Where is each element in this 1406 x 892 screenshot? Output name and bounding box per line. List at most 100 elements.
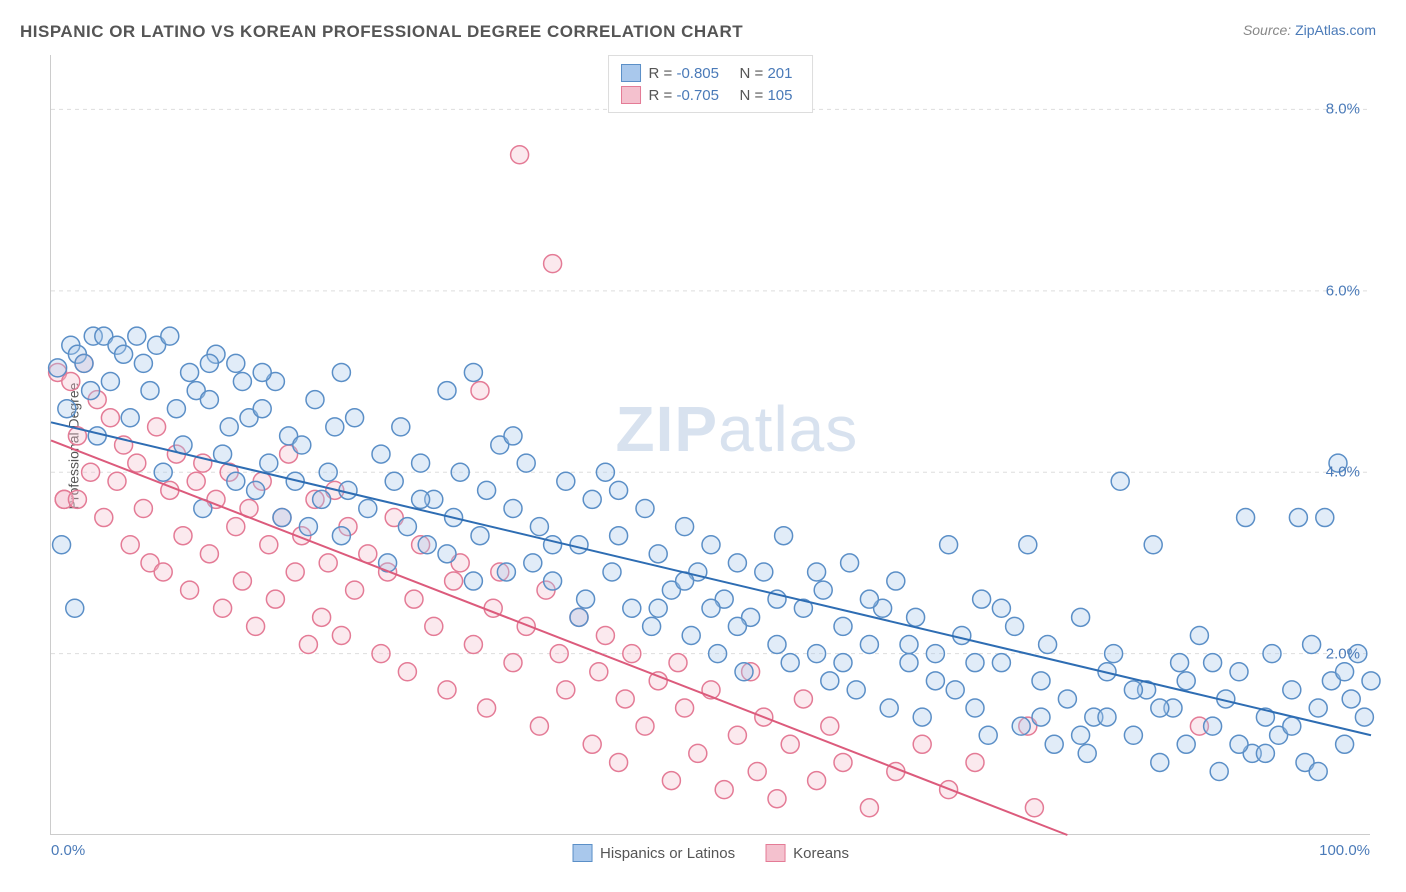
x-tick-label: 100.0% bbox=[1319, 842, 1370, 859]
data-point bbox=[1289, 509, 1307, 527]
data-point bbox=[115, 345, 133, 363]
data-point bbox=[260, 454, 278, 472]
legend-swatch bbox=[621, 64, 641, 82]
data-point bbox=[128, 327, 146, 345]
data-point bbox=[88, 427, 106, 445]
y-tick-label: 2.0% bbox=[1326, 645, 1360, 662]
data-point bbox=[332, 626, 350, 644]
data-point bbox=[636, 499, 654, 517]
data-point bbox=[66, 599, 84, 617]
data-point bbox=[530, 717, 548, 735]
data-point bbox=[1263, 645, 1281, 663]
y-tick-label: 8.0% bbox=[1326, 101, 1360, 118]
data-point bbox=[570, 536, 588, 554]
data-point bbox=[154, 563, 172, 581]
data-point bbox=[860, 799, 878, 817]
data-point bbox=[1177, 735, 1195, 753]
data-point bbox=[392, 418, 410, 436]
data-point bbox=[966, 654, 984, 672]
data-point bbox=[887, 572, 905, 590]
data-point bbox=[1204, 654, 1222, 672]
data-point bbox=[1124, 681, 1142, 699]
data-point bbox=[596, 626, 614, 644]
data-point bbox=[557, 472, 575, 490]
data-point bbox=[1151, 753, 1169, 771]
data-point bbox=[1362, 672, 1380, 690]
data-point bbox=[260, 536, 278, 554]
data-point bbox=[643, 617, 661, 635]
data-point bbox=[478, 481, 496, 499]
data-point bbox=[233, 572, 251, 590]
data-point bbox=[821, 717, 839, 735]
data-point bbox=[299, 518, 317, 536]
data-point bbox=[1072, 726, 1090, 744]
data-point bbox=[134, 354, 152, 372]
data-point bbox=[451, 463, 469, 481]
data-point bbox=[253, 400, 271, 418]
data-point bbox=[1151, 699, 1169, 717]
data-point bbox=[464, 636, 482, 654]
data-point bbox=[926, 645, 944, 663]
data-point bbox=[649, 545, 667, 563]
data-point bbox=[940, 536, 958, 554]
source-citation: Source: ZipAtlas.com bbox=[1243, 22, 1376, 38]
data-point bbox=[1230, 663, 1248, 681]
data-point bbox=[979, 726, 997, 744]
data-point bbox=[372, 645, 390, 663]
data-point bbox=[834, 753, 852, 771]
data-point bbox=[913, 708, 931, 726]
data-point bbox=[148, 418, 166, 436]
data-point bbox=[702, 599, 720, 617]
data-point bbox=[134, 499, 152, 517]
y-tick-label: 6.0% bbox=[1326, 282, 1360, 299]
data-point bbox=[808, 645, 826, 663]
data-point bbox=[478, 699, 496, 717]
data-point bbox=[636, 717, 654, 735]
data-point bbox=[398, 663, 416, 681]
data-point bbox=[755, 563, 773, 581]
data-point bbox=[834, 654, 852, 672]
data-point bbox=[649, 599, 667, 617]
data-point bbox=[1190, 626, 1208, 644]
data-point bbox=[682, 626, 700, 644]
data-point bbox=[735, 663, 753, 681]
data-point bbox=[372, 445, 390, 463]
data-point bbox=[464, 363, 482, 381]
data-point bbox=[557, 681, 575, 699]
data-point bbox=[748, 763, 766, 781]
data-point bbox=[577, 590, 595, 608]
data-point bbox=[313, 608, 331, 626]
x-tick-label: 0.0% bbox=[51, 842, 85, 859]
data-point bbox=[154, 463, 172, 481]
data-point bbox=[781, 735, 799, 753]
data-point bbox=[319, 463, 337, 481]
data-point bbox=[1025, 799, 1043, 817]
data-point bbox=[1105, 645, 1123, 663]
data-point bbox=[570, 608, 588, 626]
data-point bbox=[445, 572, 463, 590]
data-point bbox=[1032, 708, 1050, 726]
data-point bbox=[623, 599, 641, 617]
data-point bbox=[953, 626, 971, 644]
data-point bbox=[273, 509, 291, 527]
data-point bbox=[511, 146, 529, 164]
data-point bbox=[808, 563, 826, 581]
data-point bbox=[293, 436, 311, 454]
data-point bbox=[966, 753, 984, 771]
data-point bbox=[676, 699, 694, 717]
data-point bbox=[913, 735, 931, 753]
data-point bbox=[497, 563, 515, 581]
data-point bbox=[808, 772, 826, 790]
data-point bbox=[167, 400, 185, 418]
data-point bbox=[49, 359, 67, 377]
data-point bbox=[398, 518, 416, 536]
data-point bbox=[841, 554, 859, 572]
data-point bbox=[524, 554, 542, 572]
data-point bbox=[101, 373, 119, 391]
data-point bbox=[715, 781, 733, 799]
data-point bbox=[1355, 708, 1373, 726]
data-point bbox=[332, 527, 350, 545]
data-point bbox=[306, 391, 324, 409]
data-point bbox=[200, 545, 218, 563]
data-point bbox=[1012, 717, 1030, 735]
